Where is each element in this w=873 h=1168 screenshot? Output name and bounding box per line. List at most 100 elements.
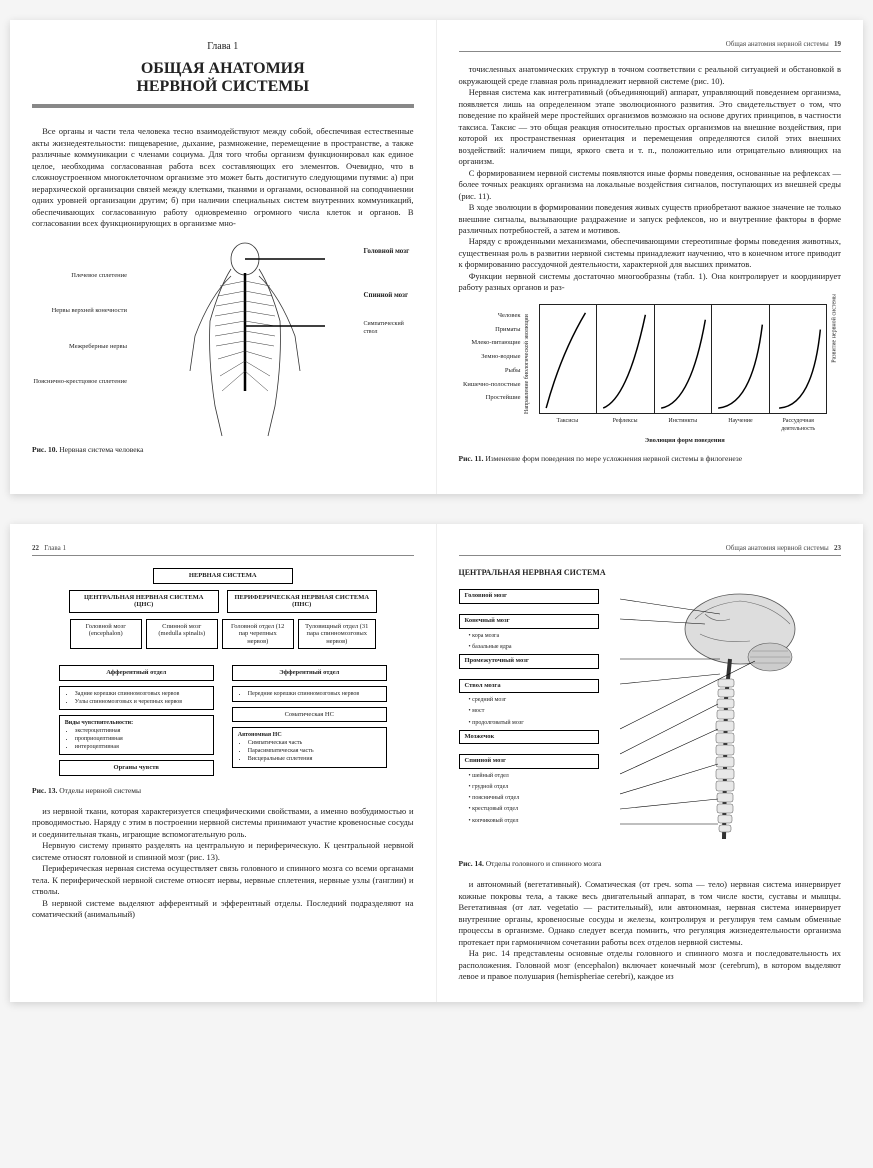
fig10-label: Головной мозг [364, 247, 414, 256]
fc-sub: Задние корешки спинномозговых нервов Узл… [59, 686, 214, 710]
fc-efferent: Эфферентный отдел [232, 665, 387, 680]
fig14-illustration [599, 589, 842, 849]
running-title: Общая анатомия нервной системы [726, 40, 829, 48]
body-text: из нервной ткани, которая характеризуетс… [32, 806, 414, 921]
fc-item: Передние корешки спинномозговых нервов [248, 690, 381, 698]
fc-sub: Автономная НС Симпатическая часть Параси… [232, 727, 387, 767]
para: Периферическая нервная система осуществл… [32, 863, 414, 897]
running-head: Общая анатомия нервной системы 23 [459, 544, 842, 556]
fc-subtitle: Виды чувствительности: [65, 719, 208, 727]
fig10-labels-left: Плечевое сплетение Нервы верхней конечно… [32, 241, 127, 441]
chapter-title: ОБЩАЯ АНАТОМИЯ НЕРВНОЙ СИСТЕМЫ [32, 60, 414, 97]
body-text: Все органы и части тела человека тесно в… [32, 126, 414, 229]
fc-box: Головной отдел (12 пар черепных нервов) [222, 619, 294, 649]
fig13-caption: Рис. 13. Отделы нервной системы [32, 786, 414, 796]
para: Все органы и части тела человека тесно в… [32, 126, 414, 229]
fig14-item: мост [459, 707, 599, 715]
fc-item: Задние корешки спинномозговых нервов [75, 690, 208, 698]
figure-10: Плечевое сплетение Нервы верхней конечно… [32, 240, 414, 455]
para: В нервной системе выделяют афферентный и… [32, 898, 414, 921]
y-label: Рыбы [459, 367, 521, 376]
fig14-item: грудной отдел [459, 783, 599, 791]
fc-afferent: Афферентный отдел [59, 665, 214, 680]
fc-pns: ПЕРИФЕРИЧЕСКАЯ НЕРВНАЯ СИСТЕМА (ПНС) [227, 590, 377, 613]
caption-num: Рис. 13. [32, 786, 57, 795]
fc-item: интероцептивная [75, 743, 208, 751]
fc-autonomic: Автономная НС [238, 731, 381, 739]
fig10-label: Плечевое сплетение [32, 272, 127, 281]
fc-item: Парасимпатическая часть [248, 747, 381, 755]
fc-somatic: Соматическая НС [232, 707, 387, 722]
fig10-label: Спинной мозг [364, 291, 414, 300]
fig14-caption: Рис. 14. Отделы головного и спинного моз… [459, 859, 842, 869]
x-label: Рассудочная деятельность [769, 417, 827, 433]
para: Нервная система как интегративный (объед… [459, 87, 842, 167]
fig10-caption: Рис. 10. Нервная система человека [32, 445, 414, 455]
fig10-labels-right: Головной мозг Спинной мозг Симпатический… [364, 241, 414, 441]
page-18: Глава 1 ОБЩАЯ АНАТОМИЯ НЕРВНОЙ СИСТЕМЫ В… [10, 20, 437, 494]
chapter-title-line-1: ОБЩАЯ АНАТОМИЯ [141, 60, 305, 77]
fig10-illustration [133, 241, 358, 441]
fc-organs: Органы чувств [59, 760, 214, 775]
x-axis-label: Эволюция форм поведения [529, 437, 842, 446]
fig14-item: копчиковый отдел [459, 817, 599, 825]
fig10-label: Симпатический ствол [364, 320, 414, 336]
figure-11: Человек Приматы Млеко-питающие Земно-вод… [459, 304, 842, 464]
fc-item: проприоцептивная [75, 735, 208, 743]
caption-text: Изменение форм поведения по мере усложне… [485, 454, 742, 463]
page-23: Общая анатомия нервной системы 23 ЦЕНТРА… [437, 524, 864, 1003]
page-number: 23 [834, 544, 841, 552]
fig14-item: поясничный отдел [459, 794, 599, 802]
fig11-xlabels: Таксисы Рефлексы Инстинкты Научение Расс… [539, 417, 828, 433]
right-axis-label: Развитие нервной системы [831, 294, 839, 363]
fc-cns: ЦЕНТРАЛЬНАЯ НЕРВНАЯ СИСТЕМА (ЦНС) [69, 590, 219, 613]
caption-text: Отделы нервной системы [59, 786, 141, 795]
fc-box: Головной мозг (encephalon) [70, 619, 142, 649]
body-text: и автономный (вегетативный). Соматическа… [459, 879, 842, 982]
para: На рис. 14 представлены основные отделы … [459, 948, 842, 982]
fig14-labels: Головной мозг Конечный мозг кора мозга б… [459, 589, 599, 849]
fig14-box: Промежуточный мозг [459, 654, 599, 669]
chapter-title-line-2: НЕРВНОЙ СИСТЕМЫ [136, 78, 309, 95]
fig10-label: Межреберные нервы [32, 343, 127, 352]
running-title: Глава 1 [44, 544, 66, 552]
y-label: Млеко-питающие [459, 339, 521, 348]
para: В ходе эволюции в формировании поведения… [459, 202, 842, 236]
y-label: Приматы [459, 326, 521, 335]
fig14-item: базальные ядра [459, 643, 599, 651]
fig10-label: Пояснично-крестцовое сплетение [32, 378, 127, 387]
para: Функции нервной системы достаточно много… [459, 271, 842, 294]
running-head: Общая анатомия нервной системы 19 [459, 40, 842, 52]
spread-2: 22 Глава 1 НЕРВНАЯ СИСТЕМА ЦЕНТРАЛЬНАЯ Н… [10, 524, 863, 1003]
fig14-item: крестцовый отдел [459, 805, 599, 813]
fc-sub: Виды чувствительности: экстероцептивная … [59, 715, 214, 755]
running-head: 22 Глава 1 [32, 544, 414, 556]
fig14-box: Головной мозг [459, 589, 599, 604]
para: и автономный (вегетативный). Соматическа… [459, 879, 842, 948]
fig14-item: шейный отдел [459, 772, 599, 780]
para: Нервную систему принято разделять на цен… [32, 840, 414, 863]
fc-item: экстероцептивная [75, 727, 208, 735]
fig14-item: кора мозга [459, 632, 599, 640]
x-label: Инстинкты [654, 417, 712, 433]
caption-text: Нервная система человека [59, 445, 143, 454]
page-19: Общая анатомия нервной системы 19 точисл… [437, 20, 864, 494]
fig11-grid [539, 304, 828, 414]
x-label: Научение [712, 417, 770, 433]
running-title: Общая анатомия нервной системы [726, 544, 829, 552]
fig14-box: Спинной мозг [459, 754, 599, 769]
title-rule [32, 104, 414, 108]
brain-spine-icon [620, 589, 820, 849]
caption-num: Рис. 10. [32, 445, 57, 454]
y-label: Земно-водные [459, 353, 521, 362]
para: точисленных анатомических структур в точ… [459, 64, 842, 87]
x-label: Рефлексы [596, 417, 654, 433]
y-label: Простейшие [459, 394, 521, 403]
page-number: 22 [32, 544, 39, 552]
fig11-ylabels: Человек Приматы Млеко-питающие Земно-вод… [459, 312, 521, 403]
fc-box: Спинной мозг (medulla spinalis) [146, 619, 218, 649]
human-body-icon [160, 241, 330, 441]
fig10-label: Нервы верхней конечности [32, 307, 127, 316]
para: С формированием нервной системы появляют… [459, 168, 842, 202]
y-axis-label: Направление биологической эволюции [523, 314, 531, 414]
